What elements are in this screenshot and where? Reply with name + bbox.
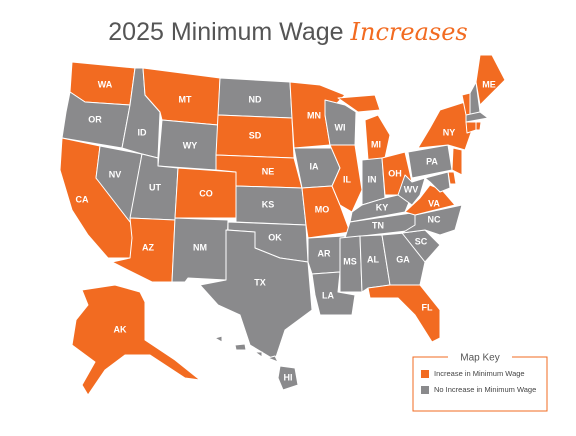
state-label: CO [199,188,213,198]
state-label: SD [249,130,262,140]
state-label: NM [193,242,207,252]
state-label: ID [138,127,148,137]
state-label: ME [482,79,496,89]
state [424,171,451,193]
state-label: KS [262,199,275,209]
legend-swatch [421,370,429,378]
state [417,101,473,151]
state-label: GA [396,254,410,264]
state-label: UT [149,182,161,192]
state-label: OR [88,114,102,124]
state-label: WA [98,79,113,89]
legend-label: No Increase in Minimum Wage [434,385,536,394]
state-label: NC [428,214,441,224]
state-label: VA [428,198,440,208]
legend-label: Increase in Minimum Wage [434,369,525,378]
state-label: NY [443,127,456,137]
legend: Map Key Increase in Minimum Wage No Incre… [412,351,548,412]
state [329,144,363,213]
state-label: TN [372,220,384,230]
legend-swatch [421,386,429,394]
state-label: AK [114,324,127,334]
state-label: MI [371,139,381,149]
state-label: MS [343,256,357,266]
state [475,54,506,106]
state-label: AL [367,254,379,264]
state-label: IA [310,161,320,171]
legend-title: Map Key [460,353,499,364]
state-label: IL [343,174,352,184]
legend-title-bg [448,351,512,363]
state-label: FL [422,302,433,312]
states: WA OR CA NV ID MT WY UT AZ CO NM ND SD NE KS OK TX MN IA MO… [59,54,506,396]
state-label: MO [315,204,330,214]
state-label: AZ [142,242,154,252]
state-label: TX [254,277,266,287]
state [171,217,229,283]
state-label: PA [426,156,438,166]
state-label: ND [249,94,262,104]
state [475,121,482,131]
state [214,335,299,391]
state-label: KY [376,202,389,212]
state-label: AR [318,248,331,258]
state-label: OK [268,232,282,242]
title-highlight: Increases [350,18,468,46]
state-label: NV [109,169,122,179]
state-label: HI [284,372,293,382]
state-label: CA [76,194,89,204]
title-text: 2025 Minimum Wage [108,18,343,46]
state-label: WV [404,184,419,194]
state-label: SC [415,236,428,246]
state-label: MN [307,110,321,120]
state-label: IN [368,174,377,184]
state [465,121,477,134]
state [337,94,391,161]
state-label: LA [322,290,334,300]
title: 2025 Minimum Wage Increases [108,18,467,46]
state-label: NE [262,166,275,176]
state-label: MT [179,94,192,104]
state [199,229,313,361]
state-label: WY [183,140,198,150]
state [451,147,463,176]
state-label: OH [388,168,402,178]
state [381,232,426,286]
state [401,204,463,236]
state-label: WI [335,122,346,132]
state [367,284,441,343]
state [465,111,489,123]
state [71,284,201,396]
